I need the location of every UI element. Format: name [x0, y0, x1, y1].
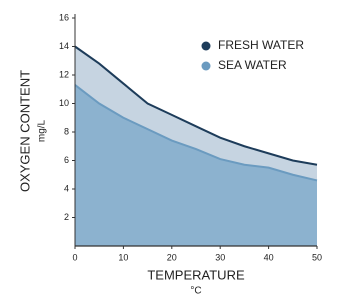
x-axis-title: TEMPERATURE	[147, 267, 245, 282]
y-tick-label: 10	[59, 98, 69, 108]
x-tick-label: 10	[118, 252, 128, 262]
line	[74, 45, 318, 166]
x-tick-label: 20	[167, 252, 177, 262]
y-tick-label: 16	[59, 12, 69, 22]
x-tick-label: 40	[264, 252, 274, 262]
y-axis-title: OXYGEN CONTENT	[17, 70, 32, 192]
y-tick-label: 12	[59, 69, 69, 79]
legend-marker	[201, 41, 211, 51]
area	[75, 84, 317, 246]
legend-label: FRESH WATER	[218, 38, 304, 52]
line	[74, 84, 318, 182]
x-axis-unit: °C	[190, 286, 201, 297]
y-tick-label: 6	[64, 155, 69, 165]
x-tick-label: 0	[72, 252, 77, 262]
y-axis-unit: mg/L	[37, 119, 48, 142]
legend-marker	[201, 61, 211, 71]
y-tick-label: 4	[64, 183, 69, 193]
y-tick-label: 8	[64, 126, 69, 136]
y-tick-label: 14	[59, 41, 69, 51]
x-tick-label: 50	[312, 252, 322, 262]
legend-label: SEA WATER	[218, 58, 287, 72]
y-tick-label: 2	[64, 212, 69, 222]
x-tick-label: 30	[215, 252, 225, 262]
